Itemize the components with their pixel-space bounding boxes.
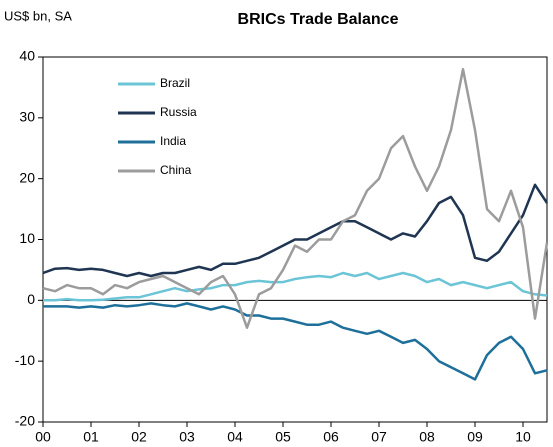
- x-tick-label: 02: [131, 429, 147, 445]
- x-tick-label: 10: [515, 429, 531, 445]
- y-tick-label: 20: [19, 169, 35, 185]
- y-axis-label: US$ bn, SA: [4, 8, 72, 23]
- series-line: [42, 183, 549, 278]
- y-tick-label: 0: [27, 291, 35, 307]
- legend-label: India: [160, 134, 186, 148]
- y-tick-label: -20: [15, 413, 35, 429]
- y-tick-label: 40: [19, 48, 35, 64]
- x-tick-label: 09: [467, 429, 483, 445]
- y-tick-label: 10: [19, 230, 35, 246]
- x-tick-label: 04: [227, 429, 243, 445]
- chart-title: BRICs Trade Balance: [238, 11, 399, 28]
- legend-label: China: [160, 163, 192, 177]
- legend-label: Brazil: [160, 76, 190, 90]
- x-tick-label: 07: [371, 429, 387, 445]
- y-tick-label: 30: [19, 109, 35, 125]
- x-tick-label: 00: [35, 429, 51, 445]
- x-tick-label: 03: [179, 429, 195, 445]
- series-line: [43, 271, 548, 302]
- x-tick-label: 08: [419, 429, 435, 445]
- series-line: [42, 67, 549, 329]
- legend-label: Russia: [160, 105, 197, 119]
- series-line: [43, 302, 548, 381]
- x-tick-label: 01: [83, 429, 99, 445]
- x-tick-label: 06: [323, 429, 339, 445]
- x-tick-label: 05: [275, 429, 291, 445]
- y-tick-label: -10: [15, 352, 35, 368]
